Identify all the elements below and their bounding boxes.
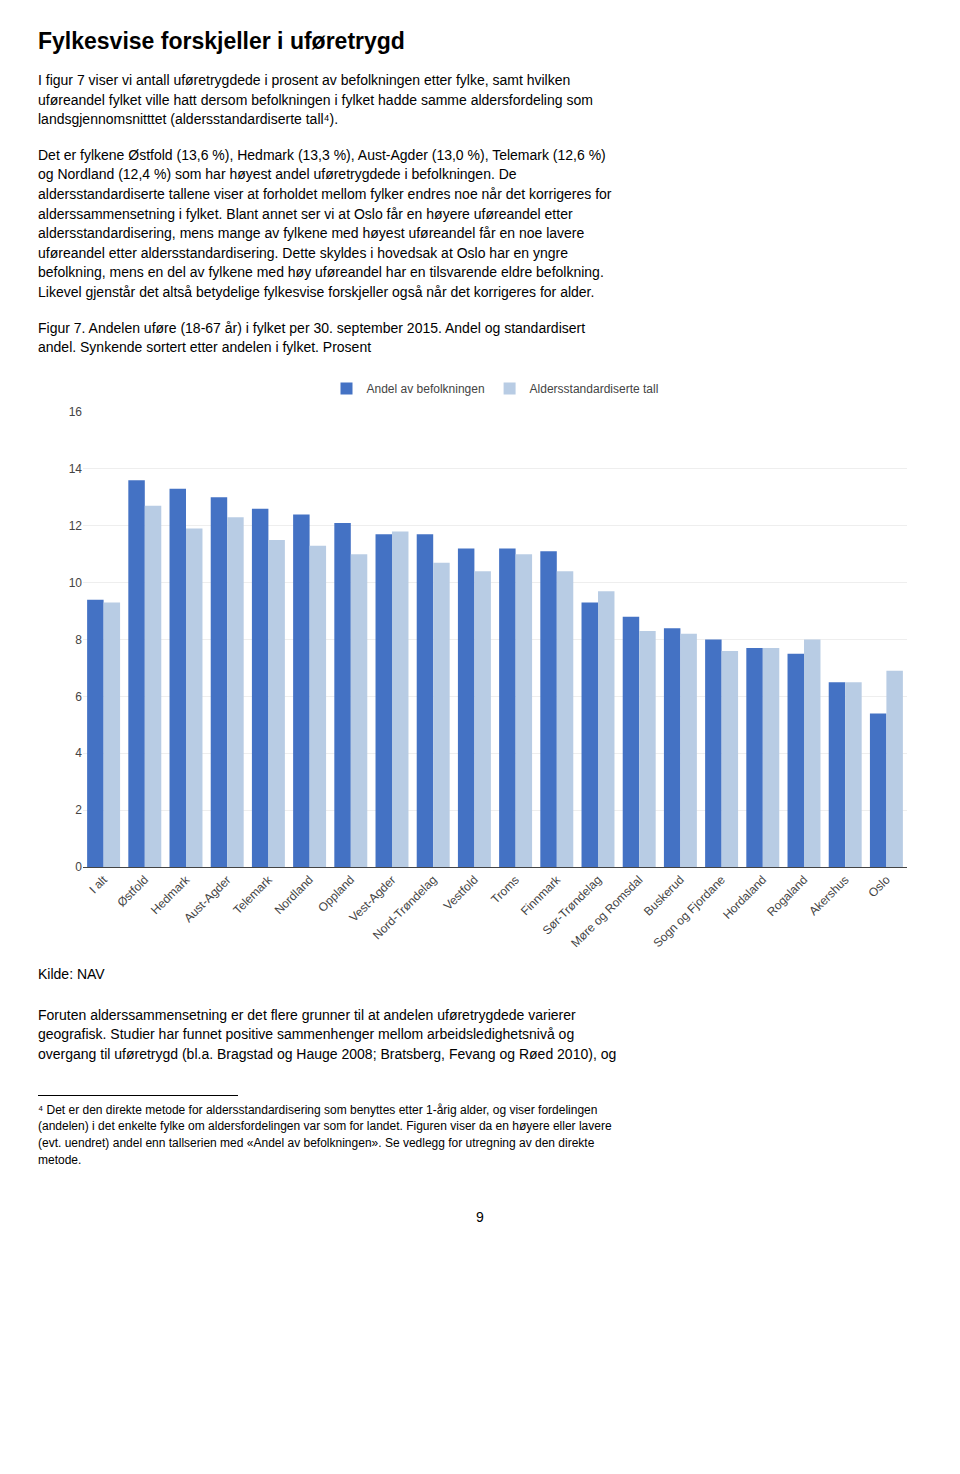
svg-text:Aldersstandardiserte tall: Aldersstandardiserte tall	[530, 382, 659, 396]
svg-text:0: 0	[75, 860, 82, 874]
svg-text:Aust-Agder: Aust-Agder	[181, 873, 233, 925]
svg-text:Nordland: Nordland	[272, 873, 316, 917]
html-text:Figur 7. Andelen uføre (18-67: Figur 7. Andelen uføre (18-67 år) i fylk…	[38, 319, 586, 356]
svg-text:6: 6	[75, 689, 82, 703]
svg-text:Andel av befolkningen: Andel av befolkningen	[367, 382, 485, 396]
svg-text:Oslo: Oslo	[865, 872, 893, 900]
svg-text:Finnmark: Finnmark	[518, 872, 564, 918]
svg-text:16: 16	[69, 405, 83, 419]
svg-text:I alt: I alt	[86, 872, 110, 896]
html-text:I figur 7 viser vi antall ufør: I figur 7 viser vi antall uføretrygdede …	[38, 72, 593, 128]
svg-text:4: 4	[75, 746, 82, 760]
svg-text:Buskerud: Buskerud	[641, 873, 687, 919]
svg-text:12: 12	[69, 519, 83, 533]
svg-text:14: 14	[69, 462, 83, 476]
svg-text:Hordaland: Hordaland	[720, 873, 769, 922]
svg-text:Sogn og Fjordane: Sogn og Fjordane	[651, 872, 729, 950]
svg-text:Nord-Trøndelag: Nord-Trøndelag	[370, 873, 439, 942]
html-text:⁴ Det er den direkte metode fo: ⁴ Det er den direkte metode for aldersst…	[38, 1102, 612, 1167]
html-text:Kilde: NAV: Kilde: NAV	[38, 965, 105, 982]
svg-text:Vest-Agder: Vest-Agder	[346, 873, 398, 925]
svg-text:8: 8	[75, 632, 82, 646]
svg-text:Vestfold: Vestfold	[441, 873, 481, 913]
svg-text:Oppland: Oppland	[315, 873, 357, 915]
html-text:Foruten alderssammensetning er: Foruten alderssammensetning er det flere…	[38, 1006, 617, 1062]
svg-text:Akershus: Akershus	[806, 873, 851, 918]
html-text:Det er fylkene Østfold (13,6 %: Det er fylkene Østfold (13,6 %), Hedmark…	[38, 146, 612, 300]
html-text:Fylkesvise forskjeller i uføre: Fylkesvise forskjeller i uføretrygd	[38, 28, 405, 54]
svg-text:2: 2	[75, 803, 82, 817]
svg-text:Rogaland: Rogaland	[764, 873, 810, 919]
svg-text:10: 10	[69, 576, 83, 590]
svg-text:Østfold: Østfold	[114, 873, 151, 910]
svg-text:Hedmark: Hedmark	[148, 872, 193, 917]
html-text:9: 9	[476, 1208, 484, 1225]
svg-text:Møre og Romsdal: Møre og Romsdal	[568, 873, 645, 950]
svg-text:Sør-Trøndelag: Sør-Trøndelag	[540, 873, 605, 938]
svg-text:Troms: Troms	[488, 873, 522, 907]
svg-text:Telemark: Telemark	[230, 872, 275, 917]
